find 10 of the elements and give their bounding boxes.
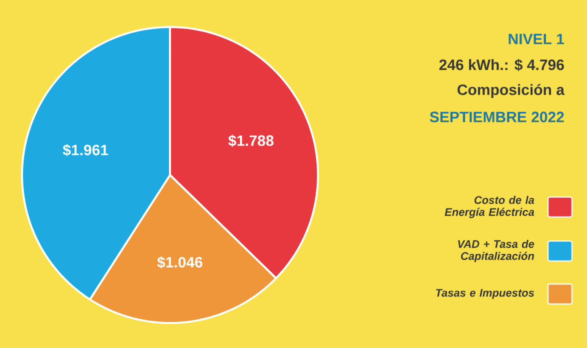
legend-label: Costo de la Energía Eléctrica: [444, 196, 534, 218]
chart-title: NIVEL 1: [508, 34, 564, 44]
data-label: $1.788: [228, 134, 274, 147]
legend-label: VAD + Tasa de Capitalización: [458, 240, 534, 262]
text: 246 kWh.: $ 4.796: [439, 58, 564, 72]
legend-label: Tasas e Impuestos: [436, 289, 534, 299]
data-label: $1.961: [62, 144, 108, 156]
text: SEPTIEMBRE 2022: [430, 112, 564, 122]
data-label: $1.046: [157, 256, 202, 269]
text: Composición a: [458, 84, 565, 98]
